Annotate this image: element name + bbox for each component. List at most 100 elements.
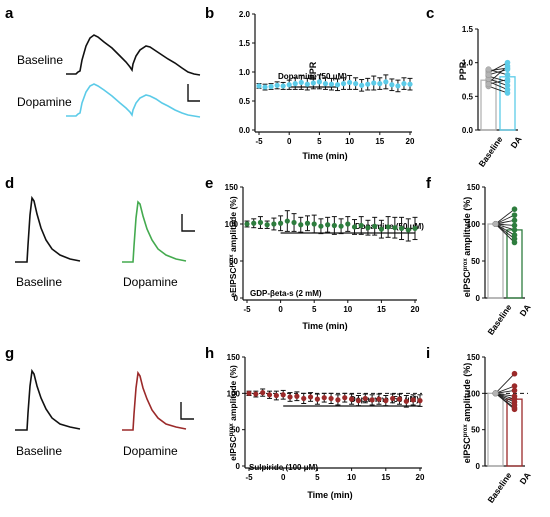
paired-line-c-0 <box>488 81 508 91</box>
paired-point-da-i-0 <box>511 370 518 377</box>
data-point-b-19 <box>371 80 377 86</box>
paired-point-baseline-c-9 <box>485 71 492 78</box>
category-i-baseline: Baseline <box>485 470 513 505</box>
data-point-e-8 <box>298 222 304 228</box>
ylabel-h: eIPSCprox amplitude (%) <box>228 365 238 461</box>
y-tick-label-b-4: 2.0 <box>239 10 251 19</box>
ylabel-i: eIPSCprox amplitude (%) <box>462 363 472 464</box>
y-tick-label-i-0: 0 <box>476 462 481 471</box>
panel-d-traces: Baseline Dopamine <box>15 195 195 289</box>
paired-line-i-8 <box>495 392 515 410</box>
y-tick-label-c-0: 0.0 <box>462 126 474 135</box>
data-point-h-13 <box>335 397 341 403</box>
data-point-h-18 <box>369 397 375 403</box>
paired-point-baseline-c-6 <box>485 66 492 73</box>
data-point-h-5 <box>280 392 286 398</box>
paired-line-f-0 <box>495 208 515 225</box>
data-point-e-23 <box>398 225 405 232</box>
paired-point-da-c-6 <box>504 71 511 78</box>
data-point-b-14 <box>340 81 347 87</box>
panel-letter-f: f <box>426 175 432 192</box>
data-point-h-24 <box>410 397 416 403</box>
data-point-h-23 <box>403 398 409 404</box>
ylabel-c: PPR <box>458 61 468 80</box>
data-point-h-15 <box>349 396 355 402</box>
paired-line-i-0 <box>495 373 515 394</box>
paired-point-da-c-4 <box>504 59 511 66</box>
y-tick-label-h-2: 100 <box>227 389 241 398</box>
x-tick-label-b-2: 5 <box>317 137 322 146</box>
x-tick-label-e-1: 0 <box>278 305 283 314</box>
y-tick-label-b-2: 1.0 <box>239 68 251 77</box>
paired-line-i-1 <box>495 385 515 394</box>
x-tick-label-e-5: 20 <box>411 305 420 314</box>
dopamine-trace-g <box>122 370 187 431</box>
data-point-b-25 <box>407 81 413 87</box>
x-tick-label-b-0: -5 <box>255 137 263 146</box>
dopamine-trace-d <box>122 200 187 263</box>
ylabel-f: eIPSCprox amplitude (%) <box>462 197 472 298</box>
data-point-e-4 <box>271 221 277 227</box>
paired-point-da-f-2 <box>511 217 518 224</box>
ylabel-h-main: eIPSC <box>228 436 238 461</box>
x-tick-label-b-3: 10 <box>345 137 354 146</box>
data-point-e-7 <box>291 219 297 226</box>
baseline-trace-a <box>66 34 201 76</box>
paired-line-f-5 <box>495 223 515 236</box>
x-tick-label-b-5: 20 <box>406 137 415 146</box>
paired-line-c-8 <box>488 79 508 85</box>
data-point-b-5 <box>286 82 292 88</box>
data-point-e-14 <box>338 223 344 229</box>
panel-letter-g: g <box>5 345 14 362</box>
ylabel-e: eEIPSCprox amplitude (%) <box>228 196 238 298</box>
paired-line-i-3 <box>495 392 515 397</box>
data-point-b-23 <box>395 83 401 89</box>
paired-line-f-4 <box>495 223 515 231</box>
data-point-h-16 <box>355 398 362 404</box>
data-point-b-8 <box>304 81 310 87</box>
chart-f-amplitude-bar: 0 50 100 150 <box>467 183 525 303</box>
data-point-h-25 <box>417 398 423 404</box>
paired-point-baseline-f-7 <box>492 220 499 227</box>
panel-letter-b: b <box>205 5 214 22</box>
x-tick-label-e-0: -5 <box>243 305 251 314</box>
data-point-b-21 <box>383 79 389 85</box>
data-point-h-21 <box>390 395 396 402</box>
panel-a-traces: Baseline Dopamine <box>17 34 201 118</box>
x-tick-label-h-0: -5 <box>245 473 253 482</box>
data-point-e-9 <box>304 220 311 226</box>
data-point-b-18 <box>365 81 371 87</box>
paired-point-da-f-1 <box>511 212 518 218</box>
data-point-e-1 <box>251 220 257 226</box>
x-tick-label-b-4: 15 <box>375 137 384 146</box>
y-tick-label-e-2: 100 <box>225 220 239 229</box>
x-tick-label-h-3: 10 <box>347 473 356 482</box>
data-point-b-15 <box>347 79 353 86</box>
y-tick-label-c-3: 1.5 <box>462 25 474 34</box>
data-point-e-13 <box>331 222 337 229</box>
category-i-da: DA <box>517 470 532 486</box>
ylabel-b: PPR <box>308 61 318 80</box>
data-point-h-8 <box>301 395 307 402</box>
y-tick-label-h-3: 150 <box>227 353 241 362</box>
paired-line-c-9 <box>488 68 508 76</box>
data-point-b-2 <box>268 83 274 90</box>
paired-point-da-c-9 <box>504 66 511 73</box>
panel-letters: a b c d e f g h i <box>5 5 434 362</box>
y-tick-label-i-3: 150 <box>467 353 481 362</box>
panel-letter-d: d <box>5 175 14 192</box>
bar-f-baseline <box>487 223 504 299</box>
data-point-e-19 <box>372 223 378 229</box>
data-point-b-9 <box>310 80 316 86</box>
y-tick-label-f-1: 50 <box>471 257 480 266</box>
drug-label-b: Dopamine (50 μM) <box>278 72 347 81</box>
paired-point-da-c-5 <box>504 90 511 96</box>
data-point-h-9 <box>307 394 314 400</box>
data-point-h-22 <box>396 396 403 402</box>
y-tick-label-e-1: 50 <box>229 257 238 266</box>
paired-point-baseline-i-8 <box>492 390 499 397</box>
data-point-e-18 <box>365 225 371 231</box>
x-tick-label-h-4: 15 <box>381 473 390 482</box>
scale-bar-a <box>187 84 200 102</box>
trace-label-baseline-d: Baseline <box>16 275 62 289</box>
